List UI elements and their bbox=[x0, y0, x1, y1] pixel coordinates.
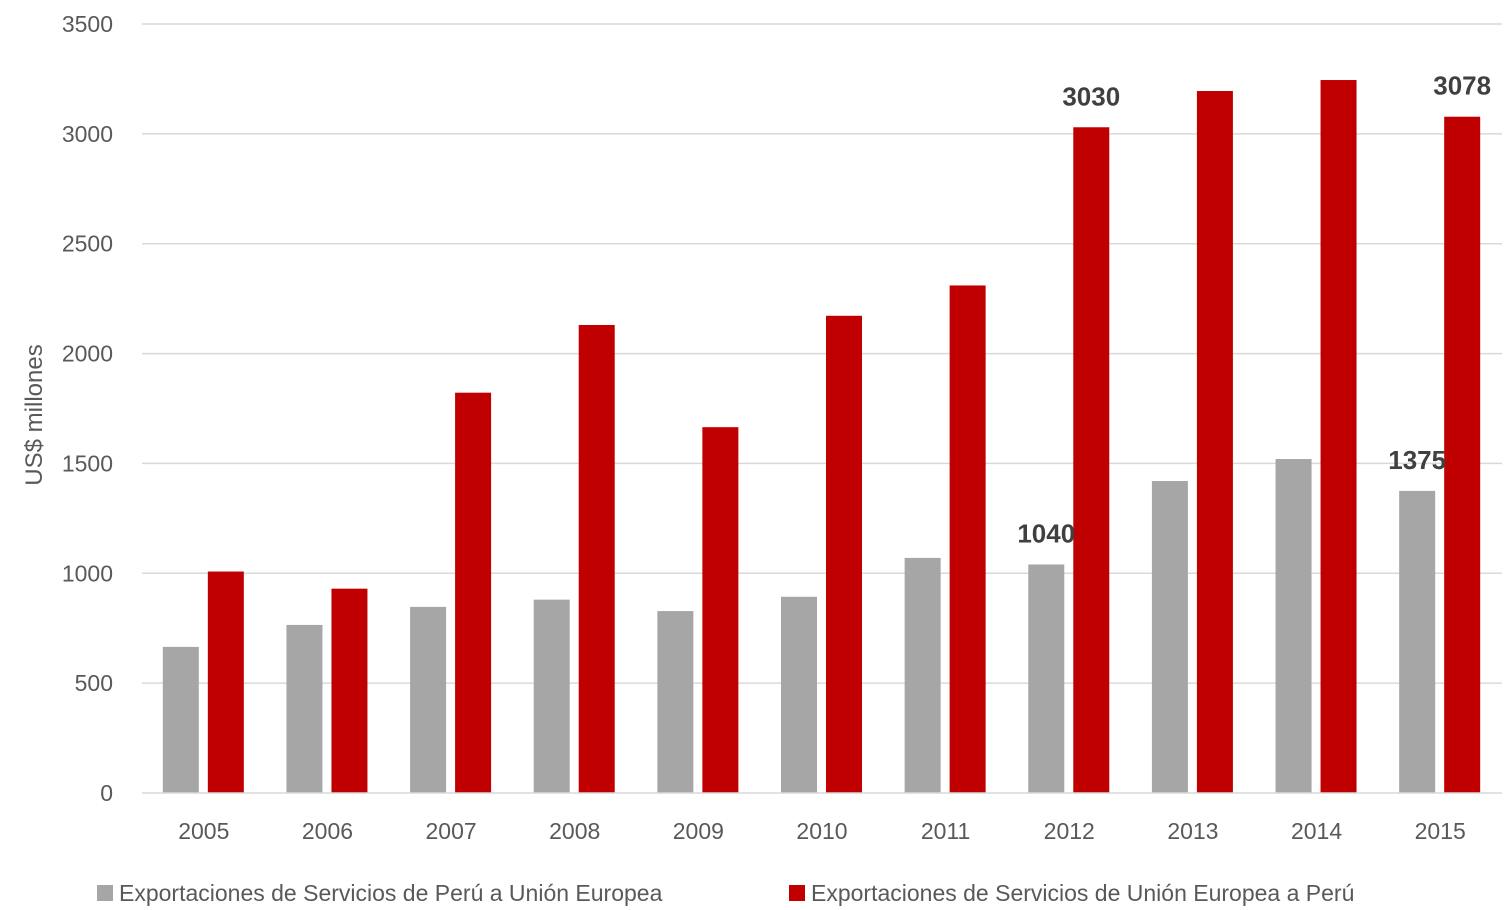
bar-eu-to-peru-2013 bbox=[1196, 91, 1233, 793]
y-tick-label: 2500 bbox=[62, 231, 113, 257]
y-tick-label: 1000 bbox=[62, 560, 113, 586]
x-tick-label: 2007 bbox=[426, 818, 477, 844]
data-label-peru-to-eu-2012: 1040 bbox=[1017, 518, 1075, 548]
legend-swatch bbox=[789, 885, 805, 901]
x-tick-label: 2014 bbox=[1291, 818, 1342, 844]
legend-swatch bbox=[97, 885, 113, 901]
x-tick-label: 2006 bbox=[302, 818, 353, 844]
bar-peru-to-eu-2015 bbox=[1399, 490, 1436, 793]
bar-eu-to-peru-2011 bbox=[949, 285, 986, 793]
x-tick-label: 2012 bbox=[1044, 818, 1095, 844]
x-tick-label: 2009 bbox=[673, 818, 724, 844]
y-tick-label: 1500 bbox=[62, 450, 113, 476]
y-tick-label: 0 bbox=[100, 780, 113, 806]
bar-peru-to-eu-2014 bbox=[1275, 459, 1312, 793]
y-tick-label: 3500 bbox=[62, 11, 113, 37]
bar-peru-to-eu-2007 bbox=[410, 606, 447, 793]
bar-peru-to-eu-2005 bbox=[162, 646, 199, 793]
bar-eu-to-peru-2010 bbox=[826, 315, 862, 793]
bar-peru-to-eu-2013 bbox=[1151, 481, 1188, 793]
x-tick-label: 2013 bbox=[1167, 818, 1218, 844]
x-tick-label: 2005 bbox=[178, 818, 229, 844]
x-axis-ticks: 2005 2006 2007 2008 2009 2010 2011 2012 2013 2014… bbox=[178, 818, 1466, 844]
y-tick-label: 500 bbox=[75, 670, 113, 696]
x-tick-label: 2008 bbox=[549, 818, 600, 844]
bars bbox=[162, 80, 1481, 794]
y-axis-ticks: 0 500 1000 1500 2000 2500 3000 3500 bbox=[62, 11, 113, 806]
bar-eu-to-peru-2007 bbox=[455, 392, 492, 793]
bar-eu-to-peru-2009 bbox=[702, 427, 739, 793]
data-label-eu-to-peru-2012: 3030 bbox=[1062, 81, 1120, 111]
legend-label: Exportaciones de Servicios de Perú a Uni… bbox=[119, 880, 663, 906]
bar-peru-to-eu-2010 bbox=[781, 596, 817, 793]
data-label-eu-to-peru-2015: 3078 bbox=[1433, 71, 1491, 101]
data-labels: 1040 3030 1375 3078 bbox=[1017, 71, 1491, 549]
bar-eu-to-peru-2008 bbox=[578, 325, 615, 793]
bar-eu-to-peru-2015 bbox=[1444, 116, 1481, 794]
bar-peru-to-eu-2008 bbox=[533, 599, 570, 793]
data-label-peru-to-eu-2015: 1375 bbox=[1388, 445, 1446, 475]
bar-eu-to-peru-2005 bbox=[207, 571, 244, 793]
gridlines bbox=[142, 23, 1502, 684]
bar-peru-to-eu-2011 bbox=[904, 557, 941, 793]
legend-label: Exportaciones de Servicios de Unión Euro… bbox=[811, 880, 1354, 906]
bar-peru-to-eu-2009 bbox=[657, 611, 694, 793]
x-tick-label: 2015 bbox=[1415, 818, 1466, 844]
bar-eu-to-peru-2014 bbox=[1320, 80, 1357, 793]
y-tick-label: 3000 bbox=[62, 121, 113, 147]
bar-eu-to-peru-2006 bbox=[331, 588, 368, 793]
y-tick-label: 2000 bbox=[62, 341, 113, 367]
bar-eu-to-peru-2012 bbox=[1073, 127, 1110, 793]
bar-peru-to-eu-2012 bbox=[1028, 564, 1065, 793]
legend: Exportaciones de Servicios de Perú a Uni… bbox=[97, 880, 1354, 906]
x-tick-label: 2010 bbox=[796, 818, 847, 844]
y-axis-label: US$ millones bbox=[21, 344, 48, 485]
x-tick-label: 2011 bbox=[921, 818, 970, 844]
bar-peru-to-eu-2006 bbox=[286, 624, 323, 793]
